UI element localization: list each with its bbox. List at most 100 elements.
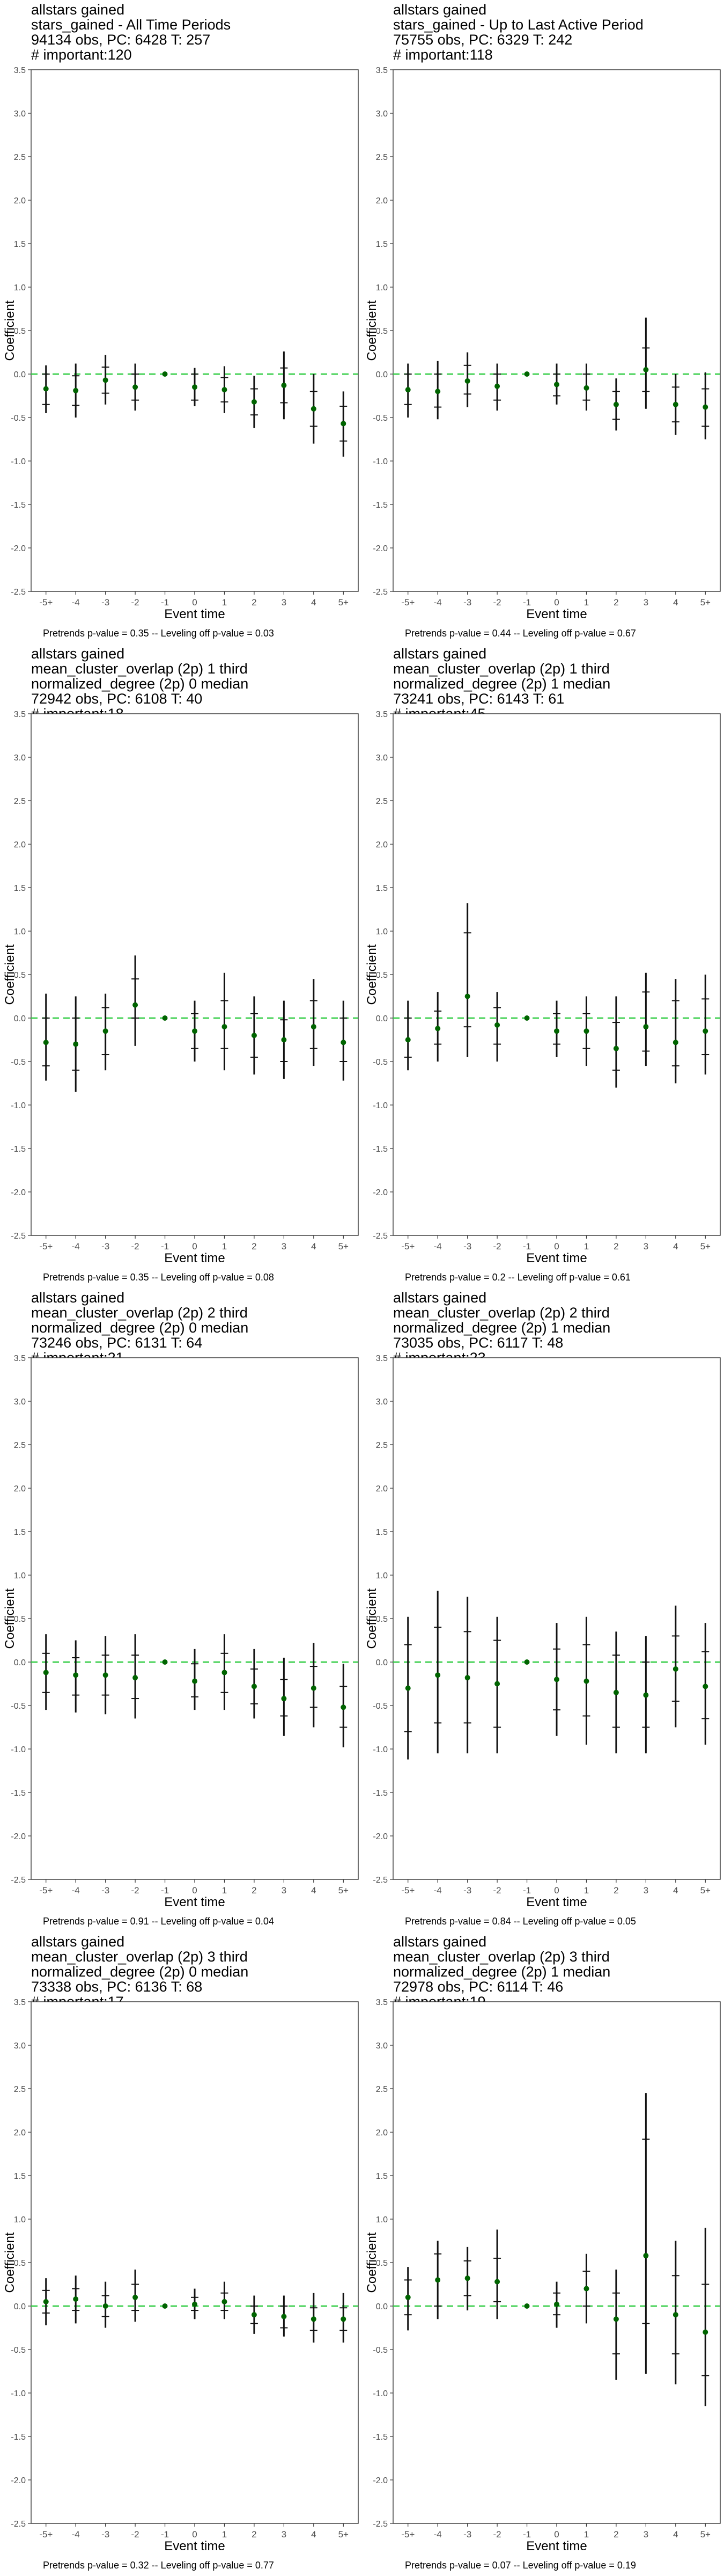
panel-title: allstars gained stars_gained - Up to Las…: [393, 2, 644, 62]
x-tick-label: 5+: [338, 1885, 349, 1896]
x-tick-label: 3: [282, 1885, 286, 1896]
coefficient-point: [524, 371, 530, 377]
x-tick-label: 4: [311, 2529, 316, 2540]
y-tick-label: 0.0: [14, 2302, 26, 2311]
coefficient-plot: -2.5 -2.0 -1.5 -1.0 -0.5 0.0 0.5 1.0 1.5 2.0 2.5 3.…: [3, 1998, 359, 2553]
y-axis-label: Coefficient: [3, 2232, 17, 2293]
x-tick-label: 2: [614, 1241, 618, 1252]
title-line: allstars gained: [393, 646, 487, 662]
x-tick-label: -4: [434, 597, 442, 608]
y-tick-label: -1.0: [11, 1745, 26, 1754]
x-tick-label: -5+: [39, 1885, 53, 1896]
coefficient-point: [583, 385, 589, 391]
panel-title: allstars gained mean_cluster_overlap (2p…: [393, 1290, 610, 1365]
y-axis-label: Coefficient: [3, 1588, 17, 1649]
y-tick-label: -2.0: [373, 1188, 388, 1197]
y-tick-label: 2.0: [14, 840, 26, 850]
y-tick-label: -2.0: [373, 2476, 388, 2485]
x-tick-label: -3: [463, 1885, 471, 1896]
y-tick-label: -1.5: [11, 1145, 26, 1154]
coefficient-point: [192, 384, 197, 390]
x-tick-label: -3: [101, 1885, 109, 1896]
title-line: stars_gained - Up to Last Active Period: [393, 17, 644, 33]
x-tick-label: 3: [282, 2529, 286, 2540]
title-line: allstars gained: [393, 1290, 487, 1306]
x-tick-label: -1: [161, 2529, 169, 2540]
coefficient-plot: -2.5 -2.0 -1.5 -1.0 -0.5 0.0 0.5 1.0 1.5 2.0 2.5 3.…: [365, 710, 721, 1265]
x-tick-label: -5+: [401, 2529, 415, 2540]
p-value-footer: Pretrends p-value = 0.2 -- Leveling off …: [405, 1272, 631, 1283]
title-line: 72978 obs, PC: 6114 T: 46: [393, 1979, 564, 1995]
x-tick-label: -4: [72, 597, 80, 608]
y-tick-label: 3.0: [376, 109, 388, 119]
x-tick-label: 1: [584, 1885, 589, 1896]
title-line: allstars gained: [31, 646, 125, 662]
x-axis-label: Event time: [526, 2539, 587, 2553]
y-tick-label: 3.0: [14, 1397, 26, 1407]
y-tick-label: -2.5: [11, 1232, 26, 1241]
y-tick-label: 3.0: [376, 2041, 388, 2051]
title-line: 73241 obs, PC: 6143 T: 61: [393, 691, 565, 707]
y-tick-label: -0.5: [373, 1702, 388, 1711]
y-tick-label: 2.0: [14, 1484, 26, 1494]
coefficient-point: [703, 404, 708, 410]
plot-frame: [31, 713, 359, 1236]
y-tick-label: 1.0: [14, 927, 26, 936]
x-tick-label: -5+: [401, 1885, 415, 1896]
coefficient-point: [554, 1677, 559, 1682]
x-tick-label: 2: [252, 1241, 256, 1252]
coefficient-point: [643, 2253, 649, 2259]
coefficient-point: [73, 387, 79, 393]
plot-frame: [393, 713, 721, 1236]
x-tick-label: -3: [101, 1241, 109, 1252]
x-tick-label: 4: [673, 2529, 678, 2540]
title-line: allstars gained: [393, 2, 487, 18]
y-tick-label: -1.5: [11, 501, 26, 510]
y-tick-label: 2.5: [376, 797, 388, 806]
title-line: normalized_degree (2p) 1 median: [393, 1964, 611, 1980]
coefficient-point: [311, 2316, 316, 2322]
panel-title: allstars gained mean_cluster_overlap (2p…: [393, 1934, 610, 2009]
coefficient-point: [221, 1024, 227, 1030]
x-tick-label: 1: [584, 597, 589, 608]
x-tick-label: -1: [523, 1885, 531, 1896]
title-line: # important:120: [31, 47, 132, 63]
coefficient-point: [102, 2303, 108, 2309]
x-tick-label: 0: [554, 1885, 559, 1896]
coefficient-point: [221, 2299, 227, 2304]
x-tick-label: -1: [161, 597, 169, 608]
y-tick-label: 2.5: [14, 797, 26, 806]
x-tick-label: -1: [523, 2529, 531, 2540]
coefficient-point: [162, 1659, 168, 1665]
x-tick-label: 5+: [700, 597, 711, 608]
y-tick-label: 1.0: [376, 1571, 388, 1580]
y-tick-label: 2.5: [376, 2085, 388, 2094]
y-tick-label: 0.5: [14, 1615, 26, 1624]
plot-frame: [393, 69, 721, 592]
title-line: # important:118: [393, 47, 493, 63]
x-axis-label: Event time: [526, 1895, 587, 1909]
x-tick-label: 2: [614, 597, 618, 608]
coefficient-point: [673, 1666, 678, 1672]
x-tick-label: 2: [614, 1885, 618, 1896]
y-tick-label: -1.0: [11, 2389, 26, 2398]
x-tick-label: 1: [222, 1241, 227, 1252]
y-tick-label: -2.5: [373, 1876, 388, 1885]
coefficient-point: [554, 2301, 559, 2307]
x-tick-label: 2: [252, 1885, 256, 1896]
y-tick-label: 3.0: [14, 2041, 26, 2051]
y-tick-label: 0.5: [376, 1615, 388, 1624]
title-line: normalized_degree (2p) 1 median: [393, 1320, 611, 1336]
coefficient-point: [221, 387, 227, 393]
x-tick-label: 2: [252, 2529, 256, 2540]
x-tick-label: 0: [554, 597, 559, 608]
panel: allstars gained stars_gained - Up to Las…: [362, 0, 724, 644]
coefficient-point: [554, 1028, 559, 1034]
x-tick-label: -1: [161, 1885, 169, 1896]
coefficient-point: [673, 401, 678, 407]
title-line: normalized_degree (2p) 1 median: [393, 676, 611, 692]
x-tick-label: 5+: [338, 1241, 349, 1252]
x-axis-label: Event time: [164, 1251, 225, 1265]
y-tick-label: 2.5: [14, 1441, 26, 1450]
y-tick-label: -1.0: [11, 457, 26, 466]
